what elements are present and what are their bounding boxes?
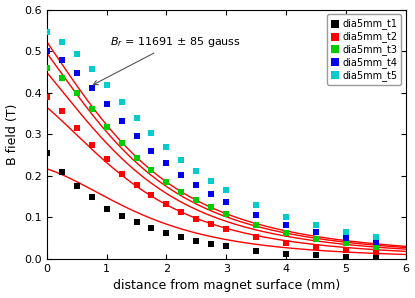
dia5mm_t2: [88, 142, 95, 147]
Y-axis label: B field (T): B field (T): [5, 104, 19, 165]
dia5mm_t2: [148, 193, 155, 198]
dia5mm_t3: [313, 236, 320, 241]
dia5mm_t5: [193, 168, 200, 173]
dia5mm_t5: [44, 30, 50, 35]
dia5mm_t1: [44, 150, 50, 155]
Text: $B_r$ = 11691 ± 85 gauss: $B_r$ = 11691 ± 85 gauss: [93, 35, 241, 85]
dia5mm_t4: [118, 118, 125, 123]
dia5mm_t5: [313, 223, 320, 228]
dia5mm_t4: [73, 70, 80, 75]
dia5mm_t1: [193, 238, 200, 243]
dia5mm_t5: [73, 52, 80, 57]
dia5mm_t1: [208, 241, 215, 246]
dia5mm_t1: [283, 251, 290, 256]
dia5mm_t3: [118, 141, 125, 146]
dia5mm_t1: [178, 235, 185, 239]
dia5mm_t4: [103, 102, 110, 107]
dia5mm_t5: [208, 179, 215, 183]
dia5mm_t5: [223, 187, 229, 192]
dia5mm_t3: [208, 205, 215, 210]
dia5mm_t3: [253, 222, 260, 227]
dia5mm_t5: [283, 214, 290, 219]
dia5mm_t2: [133, 183, 140, 188]
dia5mm_t3: [133, 156, 140, 160]
dia5mm_t3: [88, 107, 95, 112]
dia5mm_t5: [103, 83, 110, 88]
X-axis label: distance from magnet surface (mm): distance from magnet surface (mm): [113, 280, 340, 292]
dia5mm_t3: [343, 241, 349, 246]
dia5mm_t5: [253, 203, 260, 207]
dia5mm_t4: [208, 191, 215, 196]
dia5mm_t1: [59, 169, 65, 174]
dia5mm_t2: [193, 216, 200, 221]
dia5mm_t1: [313, 253, 320, 258]
dia5mm_t1: [88, 195, 95, 200]
dia5mm_t1: [133, 220, 140, 225]
dia5mm_t1: [223, 244, 229, 249]
dia5mm_t2: [343, 248, 349, 252]
dia5mm_t3: [148, 168, 155, 173]
Legend: dia5mm_t1, dia5mm_t2, dia5mm_t3, dia5mm_t4, dia5mm_t5: dia5mm_t1, dia5mm_t2, dia5mm_t3, dia5mm_…: [327, 14, 401, 85]
dia5mm_t3: [373, 244, 379, 249]
dia5mm_t3: [103, 125, 110, 129]
dia5mm_t3: [163, 179, 170, 184]
dia5mm_t5: [59, 40, 65, 44]
dia5mm_t3: [59, 76, 65, 80]
dia5mm_t2: [103, 157, 110, 162]
dia5mm_t2: [44, 94, 50, 99]
dia5mm_t1: [103, 207, 110, 212]
dia5mm_t2: [253, 235, 260, 239]
dia5mm_t5: [148, 131, 155, 136]
dia5mm_t3: [73, 90, 80, 95]
dia5mm_t1: [163, 230, 170, 235]
dia5mm_t5: [133, 116, 140, 120]
dia5mm_t3: [223, 211, 229, 216]
dia5mm_t4: [343, 235, 349, 240]
dia5mm_t3: [44, 65, 50, 70]
dia5mm_t4: [44, 49, 50, 54]
dia5mm_t4: [178, 172, 185, 177]
dia5mm_t3: [283, 230, 290, 235]
dia5mm_t4: [253, 212, 260, 217]
dia5mm_t5: [373, 235, 379, 240]
dia5mm_t5: [88, 67, 95, 72]
dia5mm_t4: [148, 148, 155, 153]
dia5mm_t2: [178, 210, 185, 215]
dia5mm_t1: [373, 255, 379, 260]
dia5mm_t3: [178, 189, 185, 194]
dia5mm_t4: [373, 240, 379, 244]
dia5mm_t1: [73, 184, 80, 189]
dia5mm_t5: [118, 100, 125, 104]
dia5mm_t2: [313, 245, 320, 249]
dia5mm_t5: [163, 145, 170, 150]
dia5mm_t2: [373, 250, 379, 254]
dia5mm_t4: [193, 182, 200, 187]
dia5mm_t2: [283, 240, 290, 245]
dia5mm_t4: [223, 199, 229, 204]
dia5mm_t4: [88, 85, 95, 90]
dia5mm_t2: [208, 222, 215, 226]
dia5mm_t4: [59, 58, 65, 63]
dia5mm_t5: [178, 157, 185, 162]
dia5mm_t1: [253, 248, 260, 253]
dia5mm_t2: [59, 109, 65, 114]
dia5mm_t4: [163, 161, 170, 165]
dia5mm_t1: [118, 214, 125, 219]
dia5mm_t4: [313, 230, 320, 235]
dia5mm_t1: [148, 226, 155, 231]
dia5mm_t5: [343, 230, 349, 235]
dia5mm_t2: [118, 171, 125, 176]
dia5mm_t4: [283, 222, 290, 227]
dia5mm_t2: [223, 227, 229, 232]
dia5mm_t2: [73, 126, 80, 131]
dia5mm_t1: [343, 254, 349, 259]
dia5mm_t2: [163, 202, 170, 207]
dia5mm_t4: [133, 134, 140, 139]
dia5mm_t3: [193, 198, 200, 202]
